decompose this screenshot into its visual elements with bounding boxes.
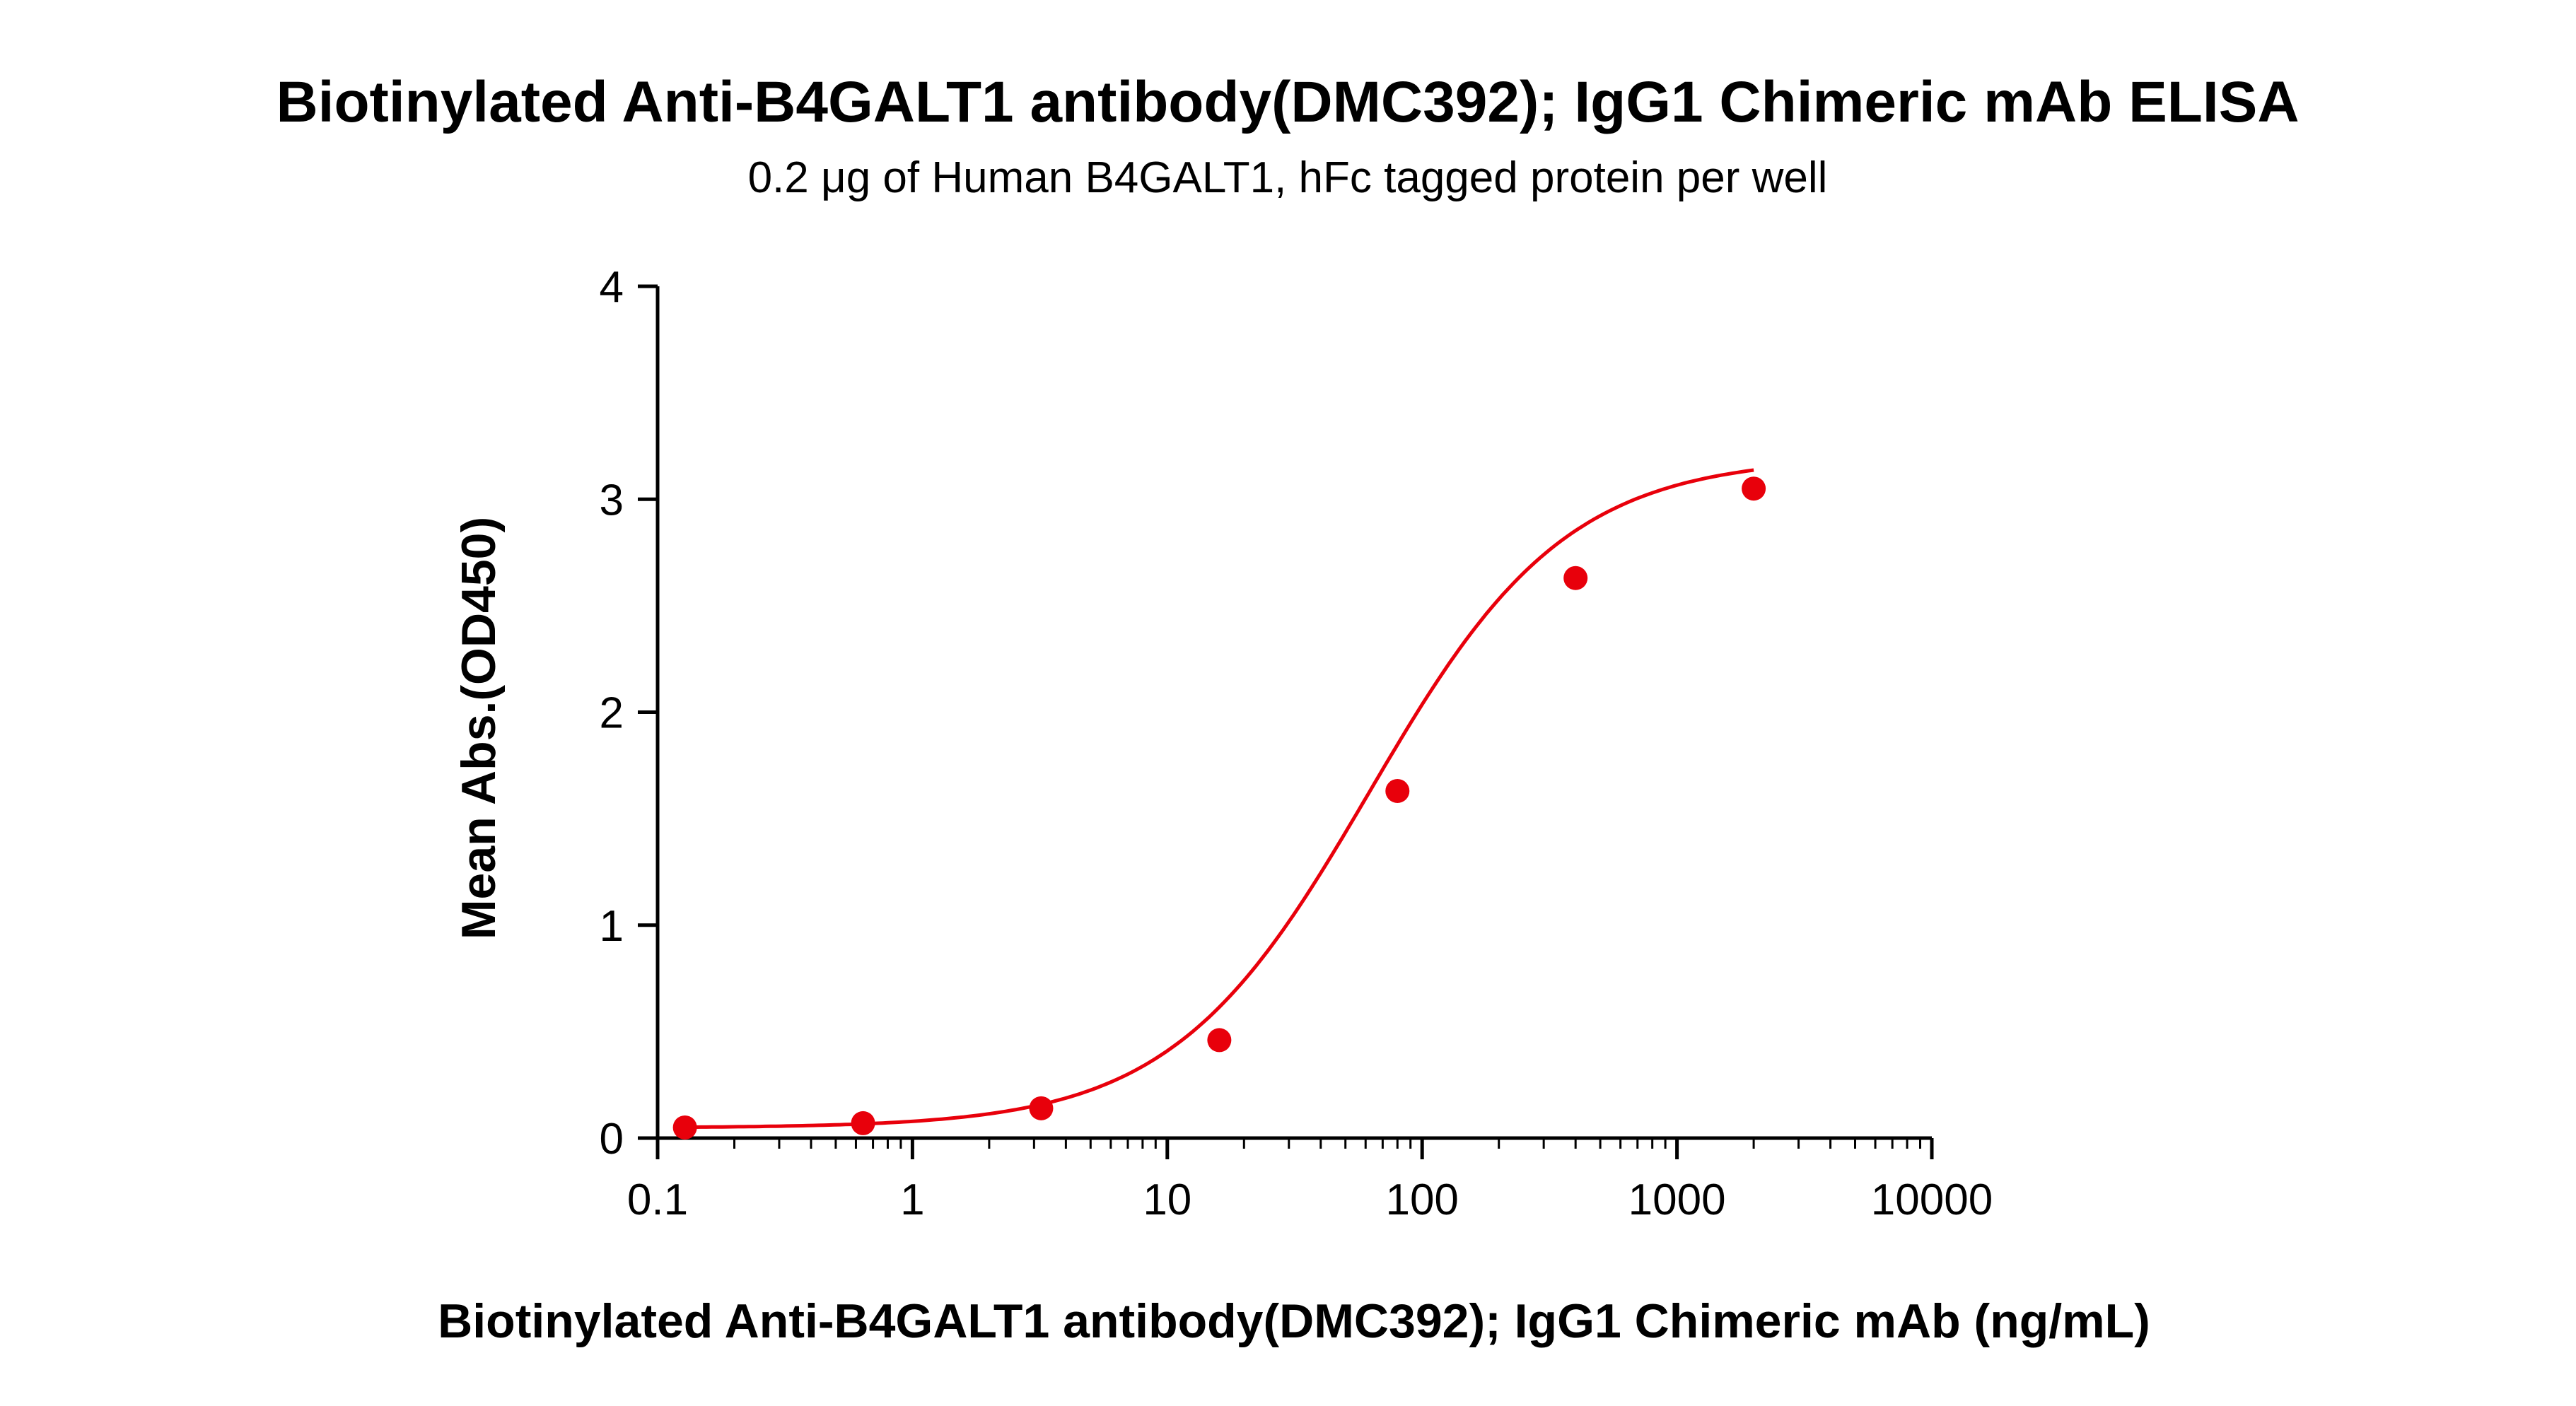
- chart-subtitle: 0.2 μg of Human B4GALT1, hFc tagged prot…: [748, 153, 1828, 202]
- y-tick-label: 1: [600, 902, 624, 951]
- axes: 0 1 2 3 4 0.1 1 10 100 1000 10000: [600, 263, 1993, 1224]
- data-points: [672, 476, 1766, 1140]
- data-point: [1742, 476, 1766, 501]
- chart-title: Biotinylated Anti-B4GALT1 antibody(DMC39…: [276, 70, 2299, 134]
- y-tick-label: 4: [600, 263, 624, 312]
- y-axis-label: Mean Abs.(OD450): [452, 517, 506, 939]
- x-tick-label: 1: [900, 1176, 924, 1224]
- data-point: [1563, 566, 1588, 590]
- y-tick-label: 0: [600, 1115, 624, 1164]
- data-point: [1385, 778, 1410, 803]
- x-tick-label: 0.1: [627, 1176, 688, 1224]
- x-tick-label: 100: [1385, 1176, 1458, 1224]
- x-tick-label: 10: [1143, 1176, 1191, 1224]
- y-tick-label: 2: [600, 689, 624, 738]
- data-point: [672, 1115, 697, 1140]
- data-point: [1207, 1028, 1232, 1053]
- x-tick-label: 1000: [1628, 1176, 1726, 1224]
- data-point: [851, 1111, 875, 1135]
- x-axis-label: Biotinylated Anti-B4GALT1 antibody(DMC39…: [438, 1294, 2150, 1348]
- data-point: [1029, 1096, 1054, 1120]
- y-tick-label: 3: [600, 476, 624, 525]
- x-tick-label: 10000: [1871, 1176, 1993, 1224]
